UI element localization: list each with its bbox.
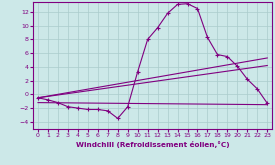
X-axis label: Windchill (Refroidissement éolien,°C): Windchill (Refroidissement éolien,°C) [76,141,229,148]
